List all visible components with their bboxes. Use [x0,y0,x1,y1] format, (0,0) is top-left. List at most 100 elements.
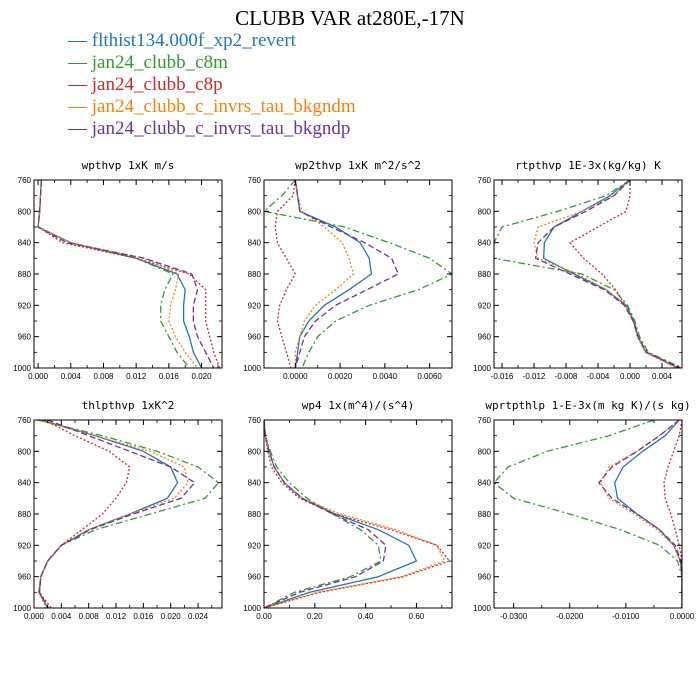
panel-title: wpthvp 1xK m/s [82,159,175,172]
plot-frame [493,419,683,609]
x-tick-label: 0.016 [159,372,180,381]
legend-label: jan24_clubb_c8m [91,52,228,73]
series-line-1 [614,420,682,608]
legend-label: flthist134.000f_xp2_revert [91,30,296,51]
series-line-5 [264,420,387,608]
x-tick-label: 0.000 [24,612,45,621]
series-line-5 [37,180,215,368]
y-tick-label: 840 [248,239,262,248]
series-line-3 [274,180,297,368]
panel-6: wprtpthlp 1-E-3x(m kg K)/(s kg) 760 800 840… [473,399,695,621]
series-line-2 [494,180,682,368]
panel-title: rtpthvp 1E-3x(kg/kg) K [515,159,661,172]
x-tick-label: -0.004 [587,372,610,381]
panel-title: thlpthvp 1xK^2 [82,399,175,412]
y-tick-label: 1000 [13,364,31,373]
series-line-4 [294,180,355,368]
legend: — flthist134.000f_xp2_revert — jan24_clu… [68,30,356,140]
y-tick-label: 880 [248,270,262,279]
panel-1: wpthvp 1xK m/s76080084088092096010000.00… [13,159,223,381]
y-tick-label: 960 [18,573,32,582]
legend-item: — jan24_clubb_c_invrs_tau_bkgndp [68,118,351,139]
series-line-2 [264,180,452,368]
y-tick-label: 760 [18,416,32,425]
panel-3: rtpthvp 1E-3x(kg/kg) K 760 800 840 880 920 960… [473,159,683,381]
x-tick-label: -0.0100 [612,612,640,621]
x-tick-label: 0.024 [188,612,209,621]
y-tick-label: 880 [478,510,492,519]
y-tick-label: 920 [18,301,32,310]
series-line-2 [37,420,220,608]
y-tick-label: 760 [248,416,262,425]
legend-label: jan24_clubb_c8p [91,74,223,95]
x-tick-label: 0.004 [51,612,72,621]
y-tick-label: 920 [478,301,492,310]
y-tick-label: 920 [248,541,262,550]
panel-title: wp4 1x(m^4)/(s^4) [302,399,415,412]
x-tick-label: 0.012 [106,612,127,621]
x-tick-label: -0.012 [523,372,546,381]
x-tick-label: -0.0300 [500,612,528,621]
series-line-3 [38,420,131,608]
series-line-2 [494,420,682,608]
y-tick-label: 960 [18,333,32,342]
y-tick-label: 760 [478,416,492,425]
y-tick-label: 800 [18,207,32,216]
x-tick-label: -0.0200 [556,612,584,621]
y-tick-label: 920 [18,541,32,550]
x-tick-label: 0.40 [358,612,374,621]
series-line-4 [599,420,682,608]
x-tick-label: 0.0000 [283,372,308,381]
series-line-4 [37,180,199,368]
y-tick-label: 960 [248,573,262,582]
y-tick-label: 1000 [13,604,31,613]
panel-5: wp4 1x(m^4)/(s^4)76080084088092096010000… [243,399,453,621]
y-tick-label: 1000 [473,604,491,613]
series-line-5 [38,420,196,608]
series-line-5 [598,420,682,608]
plot-frame [33,179,223,369]
x-tick-label: 0.00 [256,612,272,621]
y-tick-label: 800 [248,447,262,456]
x-tick-label: 0.000 [620,372,641,381]
series-line-3 [37,180,221,368]
series-line-3 [568,180,680,368]
series-line-1 [294,180,373,368]
y-tick-label: 760 [248,176,262,185]
y-tick-label: 840 [248,479,262,488]
x-tick-label: 0.008 [79,612,100,621]
x-tick-label: 0.020 [161,612,182,621]
x-tick-label: 0.0060 [417,372,442,381]
y-tick-label: 840 [478,479,492,488]
series-line-3 [264,420,451,608]
y-tick-label: 920 [248,301,262,310]
x-tick-label: 0.020 [192,372,213,381]
legend-item: — jan24_clubb_c8m [68,52,228,73]
x-tick-label: 0.0020 [328,372,353,381]
x-tick-label: 0.012 [126,372,147,381]
y-tick-label: 880 [248,510,262,519]
y-tick-label: 800 [478,447,492,456]
panel-title: wprtpthlp 1-E-3x(m kg K)/(s kg) [485,399,690,412]
plot-frame [263,179,453,369]
y-tick-label: 960 [478,573,492,582]
panel-2: wp2thvp 1xK m^2/s^2 760 800 840 880 920 960 100… [243,159,453,381]
series-line-1 [542,180,679,368]
y-tick-label: 800 [478,207,492,216]
y-tick-label: 880 [18,510,32,519]
series-line-2 [264,420,382,608]
plot-frame [263,419,453,609]
x-tick-label: 0.60 [409,612,425,621]
x-tick-label: 0.008 [93,372,114,381]
panel-title: wp2thvp 1xK m^2/s^2 [295,159,421,172]
y-tick-label: 960 [248,333,262,342]
x-tick-label: 0.0000 [670,612,695,621]
series-line-2 [37,180,190,368]
x-tick-label: 0.004 [61,372,82,381]
panel-4: thlpthvp 1xK^276080084088092096010000.00… [13,399,223,621]
x-tick-label: -0.016 [491,372,514,381]
series-line-5 [294,180,400,368]
series-line-3 [663,420,682,608]
legend-label: jan24_clubb_c_invrs_tau_bkgndp [91,118,351,139]
